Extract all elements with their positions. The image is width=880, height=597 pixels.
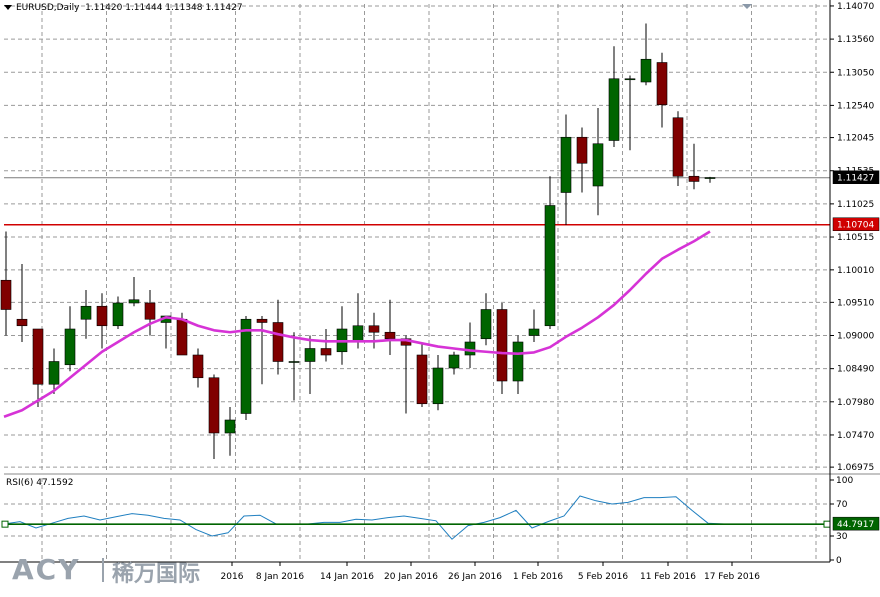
candle-bear	[672, 117, 684, 177]
candle-bull	[352, 325, 364, 343]
candle-bull	[432, 367, 444, 405]
logo-brand: ACY	[12, 553, 81, 586]
candle-bull	[608, 78, 620, 141]
candle-bull	[480, 309, 492, 340]
candle-bear	[416, 354, 428, 405]
price-axis: 1.140701.135601.130501.125401.120451.115…	[830, 2, 880, 566]
ohlc-readout: 1.11420 1.11444 1.11348 1.11427	[85, 3, 243, 13]
rsi-panel	[1, 473, 880, 540]
time-label: 14 Jan 2016	[320, 572, 374, 582]
current-price-badge-bg	[832, 170, 880, 184]
rsi-value-badge-bg	[832, 516, 880, 531]
candle-bull	[624, 78, 636, 81]
chart-header: EURUSD,Daily 1.11420 1.11444 1.11348 1.1…	[4, 3, 243, 13]
time-label: 17 Feb 2016	[704, 572, 760, 582]
price-label: 1.08490	[837, 365, 874, 375]
candle-bear	[144, 302, 156, 320]
candle-bear	[256, 318, 268, 323]
candle-bull	[128, 299, 140, 304]
candle-bull	[64, 328, 76, 366]
level-price-badge-bg	[832, 217, 880, 231]
candle-bull	[288, 361, 300, 363]
logo-chinese: 稀万国际	[112, 562, 201, 587]
price-label: 1.10515	[837, 233, 874, 243]
time-label: 11 Feb 2016	[640, 572, 696, 582]
candle-bull	[112, 302, 124, 327]
candle-bull	[560, 136, 572, 193]
candle-bull	[512, 341, 524, 382]
time-axis: 2016 8 Jan 2016 14 Jan 2016 20 Jan 2016 26 J…	[221, 562, 760, 582]
rsi-header: RSI(6) 47.1592	[6, 478, 74, 488]
price-label: 1.13560	[837, 35, 874, 45]
rsi-axis-label: 70	[836, 500, 848, 510]
candle-bull	[48, 361, 60, 385]
time-label: 2016	[221, 572, 244, 582]
price-label: 1.13050	[837, 68, 874, 78]
candle-bull	[304, 348, 316, 362]
candle-bull	[80, 305, 92, 320]
time-label: 26 Jan 2016	[448, 572, 502, 582]
price-label: 1.06975	[837, 463, 874, 473]
candle-bear	[32, 328, 44, 385]
moving-average	[3, 230, 711, 418]
collapse-arrow-icon[interactable]	[4, 5, 12, 10]
price-label: 1.12045	[837, 134, 874, 144]
candle-bear	[208, 377, 220, 434]
candle-bear	[688, 175, 700, 182]
candle-bear	[192, 354, 204, 379]
price-label: 1.14070	[837, 2, 874, 12]
shift-marker-icon	[742, 4, 752, 9]
rsi-axis-label: 30	[836, 532, 848, 542]
horizontal-levels	[4, 177, 830, 226]
frame	[0, 0, 831, 563]
candle-bear	[176, 318, 188, 356]
candles	[0, 23, 716, 459]
symbol-label: EURUSD,Daily	[16, 3, 80, 13]
level-price-badge: 1.10704	[837, 221, 874, 231]
watermark-logo: ACY 稀万国际	[8, 553, 234, 587]
candle-bull	[592, 143, 604, 187]
candle-bull	[240, 318, 252, 414]
price-label: 1.09000	[837, 332, 874, 342]
time-label: 1 Feb 2016	[513, 572, 564, 582]
price-label: 1.07470	[837, 431, 874, 441]
price-label: 1.09510	[837, 298, 874, 308]
candle-bear	[576, 136, 588, 164]
candle-bear	[320, 348, 332, 356]
rsi-level-handle-left	[1, 520, 9, 528]
candle-bear	[496, 309, 508, 382]
candle-bear	[0, 279, 12, 310]
candle-bear	[272, 322, 284, 362]
time-label: 20 Jan 2016	[384, 572, 438, 582]
rsi-value-badge: 44.7917	[837, 520, 874, 530]
time-label: 8 Jan 2016	[256, 572, 304, 582]
price-label: 1.07980	[837, 398, 874, 408]
candle-bear	[16, 318, 28, 327]
candle-bull	[448, 354, 460, 369]
rsi-level-handle-right	[823, 520, 831, 528]
candle-bear	[384, 331, 396, 340]
candle-bull	[528, 328, 540, 336]
price-label: 1.10010	[837, 266, 874, 276]
candle-bear	[368, 325, 380, 333]
logo-divider	[102, 558, 104, 582]
candle-bull	[544, 205, 556, 327]
candle-bear	[656, 62, 668, 106]
candle-bull	[640, 58, 652, 83]
candle-bull	[704, 177, 716, 179]
rsi-axis-label: 0	[836, 556, 842, 566]
rsi-line	[3, 495, 740, 540]
price-label: 1.11025	[837, 200, 874, 210]
price-label: 1.12540	[837, 101, 874, 111]
candle-bear	[96, 305, 108, 327]
candle-bull	[224, 419, 236, 434]
ma-line	[3, 230, 711, 418]
grid	[4, 4, 830, 562]
rsi-axis-label: 100	[836, 476, 853, 486]
time-label: 5 Feb 2016	[578, 572, 629, 582]
candle-bull	[464, 341, 476, 356]
current-price-badge: 1.11427	[837, 174, 874, 184]
